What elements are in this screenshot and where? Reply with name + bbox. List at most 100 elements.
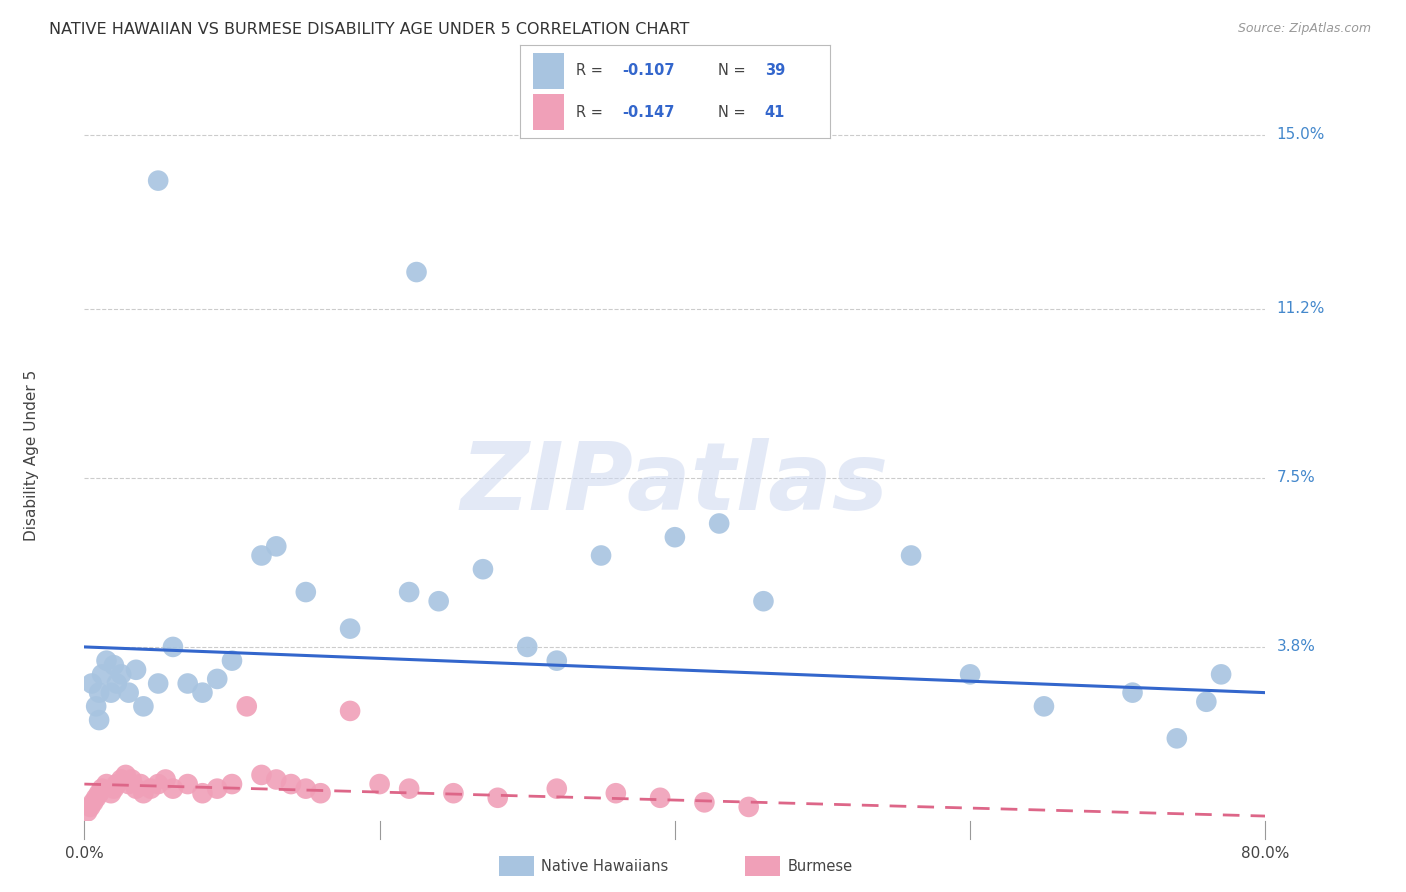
- Point: [139, 781, 162, 796]
- Point: [309, 786, 332, 800]
- Text: Native Hawaiians: Native Hawaiians: [541, 859, 669, 873]
- Point: [264, 539, 288, 553]
- Point: [405, 265, 427, 279]
- Text: -0.147: -0.147: [623, 104, 675, 120]
- Point: [148, 173, 170, 187]
- Point: [205, 781, 228, 796]
- Point: [900, 549, 922, 563]
- Text: 0.0%: 0.0%: [65, 846, 104, 861]
- Point: [752, 594, 775, 608]
- Point: [96, 777, 118, 791]
- Text: R =: R =: [576, 104, 607, 120]
- Text: Source: ZipAtlas.com: Source: ZipAtlas.com: [1237, 22, 1371, 36]
- Bar: [533, 95, 564, 130]
- Point: [1209, 667, 1232, 681]
- Point: [250, 768, 273, 782]
- Point: [398, 585, 420, 599]
- Point: [121, 772, 143, 787]
- Point: [177, 777, 200, 791]
- Point: [1032, 699, 1054, 714]
- Point: [398, 781, 420, 796]
- Point: [191, 685, 214, 699]
- Text: 11.2%: 11.2%: [1277, 301, 1324, 316]
- Point: [339, 622, 361, 636]
- Point: [155, 772, 177, 787]
- Point: [125, 781, 148, 796]
- Point: [546, 654, 568, 668]
- Point: [148, 777, 170, 791]
- Point: [100, 685, 122, 699]
- Text: R =: R =: [576, 63, 607, 78]
- Point: [103, 781, 125, 796]
- Point: [84, 699, 107, 714]
- Point: [250, 549, 273, 563]
- Text: Burmese: Burmese: [787, 859, 852, 873]
- Point: [280, 777, 302, 791]
- Point: [91, 781, 114, 796]
- Point: [738, 800, 761, 814]
- Point: [295, 585, 318, 599]
- Point: [221, 654, 243, 668]
- Point: [591, 549, 613, 563]
- Point: [118, 777, 141, 791]
- Point: [91, 667, 114, 681]
- Point: [162, 781, 184, 796]
- Point: [205, 672, 228, 686]
- Text: ZIPatlas: ZIPatlas: [461, 438, 889, 530]
- Text: 80.0%: 80.0%: [1241, 846, 1289, 861]
- Point: [546, 781, 568, 796]
- Point: [100, 786, 122, 800]
- Point: [1122, 685, 1144, 699]
- Point: [486, 790, 509, 805]
- Point: [264, 772, 288, 787]
- Point: [368, 777, 391, 791]
- Text: N =: N =: [718, 104, 751, 120]
- Text: N =: N =: [718, 63, 751, 78]
- Point: [80, 676, 103, 690]
- Point: [427, 594, 450, 608]
- Point: [191, 786, 214, 800]
- Point: [441, 786, 464, 800]
- Text: 3.8%: 3.8%: [1277, 640, 1316, 655]
- Text: NATIVE HAWAIIAN VS BURMESE DISABILITY AGE UNDER 5 CORRELATION CHART: NATIVE HAWAIIAN VS BURMESE DISABILITY AG…: [49, 22, 689, 37]
- Point: [87, 786, 111, 800]
- Point: [664, 530, 686, 544]
- Point: [177, 676, 200, 690]
- Point: [516, 640, 538, 654]
- Point: [87, 713, 111, 727]
- Point: [221, 777, 243, 791]
- Point: [132, 699, 155, 714]
- Point: [693, 796, 716, 810]
- Point: [472, 562, 495, 576]
- Point: [76, 805, 98, 819]
- Text: 7.5%: 7.5%: [1277, 470, 1315, 485]
- Text: 15.0%: 15.0%: [1277, 128, 1324, 143]
- Point: [114, 768, 136, 782]
- Point: [648, 790, 672, 805]
- Point: [105, 777, 128, 791]
- Point: [79, 800, 101, 814]
- Point: [709, 516, 731, 531]
- Point: [82, 796, 104, 810]
- Bar: [533, 53, 564, 88]
- Text: Disability Age Under 5: Disability Age Under 5: [24, 369, 39, 541]
- Text: 41: 41: [765, 104, 785, 120]
- Point: [162, 640, 184, 654]
- Point: [1195, 695, 1218, 709]
- Point: [84, 790, 107, 805]
- Point: [118, 685, 141, 699]
- Point: [339, 704, 361, 718]
- Point: [129, 777, 152, 791]
- Point: [1166, 731, 1188, 746]
- Text: 39: 39: [765, 63, 785, 78]
- Point: [235, 699, 259, 714]
- Point: [132, 786, 155, 800]
- Point: [605, 786, 627, 800]
- Point: [110, 772, 132, 787]
- Point: [105, 676, 128, 690]
- Point: [96, 654, 118, 668]
- Point: [125, 663, 148, 677]
- Point: [148, 676, 170, 690]
- Point: [87, 685, 111, 699]
- Point: [959, 667, 981, 681]
